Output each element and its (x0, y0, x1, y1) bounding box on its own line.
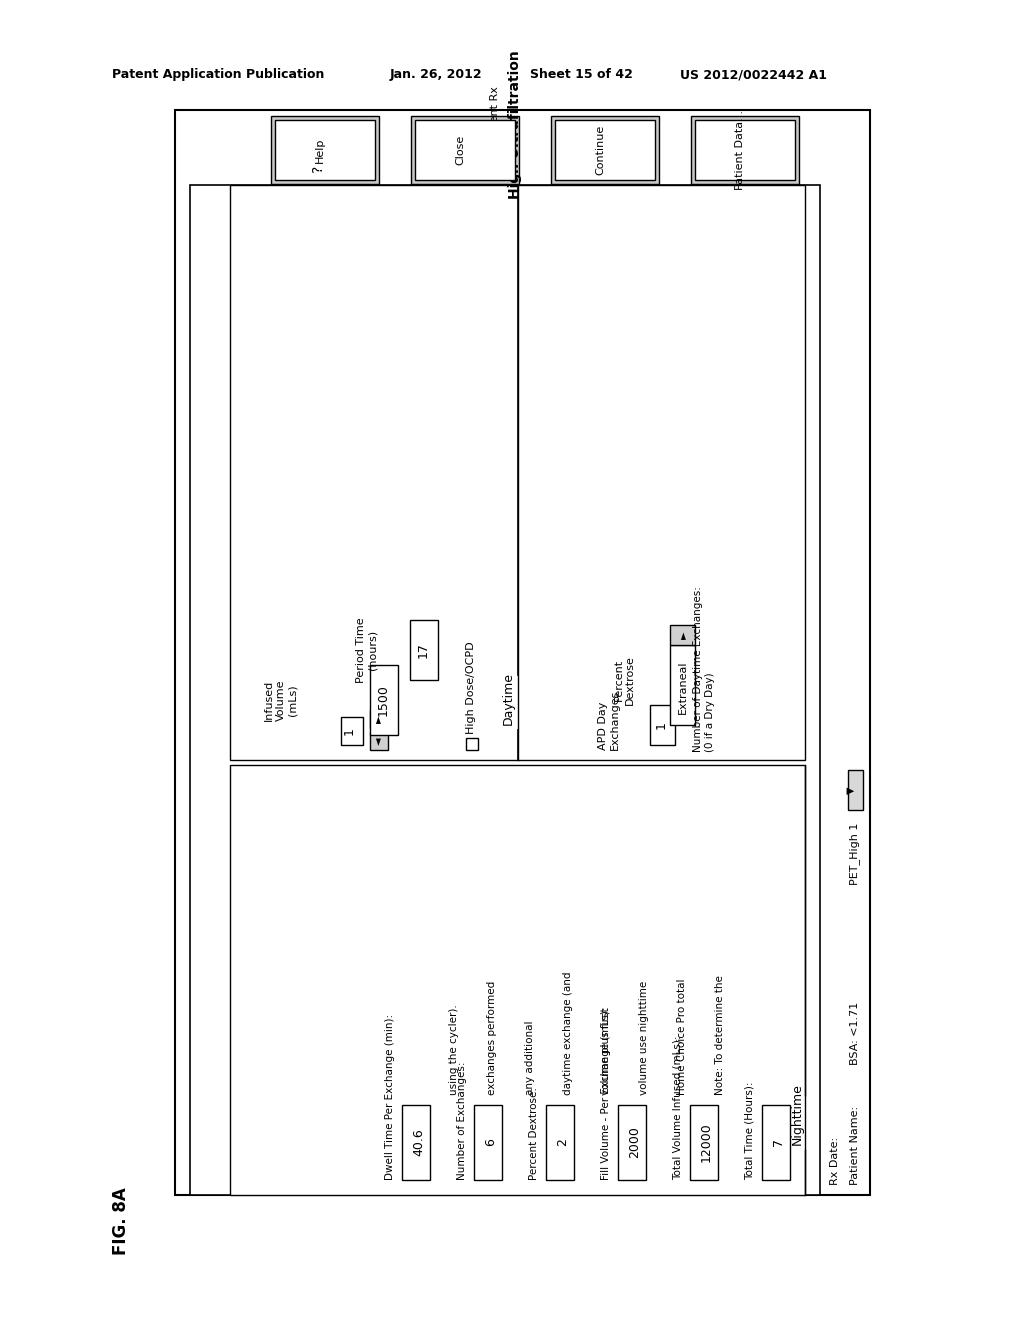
Text: 1500: 1500 (377, 684, 389, 715)
Text: Patient Name:: Patient Name: (850, 1106, 860, 1185)
Text: Number of Daytime Exchanges:
(0 if a Dry Day): Number of Daytime Exchanges: (0 if a Dry… (693, 586, 715, 752)
Polygon shape (341, 717, 362, 744)
Polygon shape (230, 766, 805, 1195)
Text: ►: ► (678, 631, 688, 639)
Text: daytime exchange (and: daytime exchange (and (563, 972, 573, 1096)
Polygon shape (474, 1105, 502, 1180)
Polygon shape (275, 120, 375, 180)
Text: 1: 1 (655, 721, 668, 729)
Text: Nighttime: Nighttime (791, 1084, 804, 1144)
Text: ?: ? (311, 165, 325, 172)
Text: volume plus first: volume plus first (601, 1007, 611, 1096)
Text: Continue: Continue (595, 125, 605, 176)
Polygon shape (190, 185, 820, 1195)
Polygon shape (546, 1105, 574, 1180)
Text: Current Rx: Current Rx (489, 86, 500, 147)
Text: Jan. 26, 2012: Jan. 26, 2012 (390, 69, 482, 81)
Text: Total Volume Infused (mLs):: Total Volume Infused (mLs): (673, 1035, 683, 1180)
Polygon shape (415, 120, 515, 180)
Text: Number of Exchanges:: Number of Exchanges: (457, 1061, 467, 1180)
Text: exchanges performed: exchanges performed (487, 981, 497, 1096)
Text: Percent
Dextrose: Percent Dextrose (613, 655, 635, 705)
Text: using the cycler).: using the cycler). (449, 1005, 459, 1096)
Text: Daytime: Daytime (502, 672, 514, 725)
Polygon shape (490, 150, 503, 162)
Polygon shape (402, 1105, 430, 1180)
Polygon shape (555, 120, 655, 180)
Text: 6: 6 (484, 1139, 497, 1147)
Text: volume use nighttime: volume use nighttime (639, 981, 649, 1096)
Text: Extraneal: Extraneal (678, 660, 688, 714)
Text: PET_High 1: PET_High 1 (849, 822, 860, 884)
Polygon shape (230, 185, 805, 760)
Text: Fill Volume - Per Exchange (mLs):: Fill Volume - Per Exchange (mLs): (601, 1006, 611, 1180)
Text: Close: Close (455, 135, 465, 165)
Text: 17: 17 (417, 642, 429, 657)
Polygon shape (370, 733, 387, 750)
Polygon shape (695, 120, 795, 180)
Polygon shape (466, 738, 477, 750)
Text: APD Day
Exchanges: APD Day Exchanges (598, 689, 620, 750)
Text: Percent Dextrose:: Percent Dextrose: (529, 1086, 539, 1180)
Text: 2000: 2000 (628, 1126, 641, 1159)
Text: High Ultrafiltration: High Ultrafiltration (509, 50, 522, 199)
Text: ◄: ◄ (374, 738, 384, 744)
Polygon shape (271, 116, 379, 183)
Polygon shape (690, 1105, 718, 1180)
Polygon shape (670, 624, 695, 645)
Text: BSA: <1.71: BSA: <1.71 (850, 1002, 860, 1065)
Text: 12000: 12000 (700, 1122, 713, 1163)
Text: Infused
Volume
(mLs): Infused Volume (mLs) (264, 680, 298, 721)
Polygon shape (848, 770, 863, 810)
Text: 40.6: 40.6 (412, 1129, 425, 1156)
Text: US 2012/0022442 A1: US 2012/0022442 A1 (680, 69, 827, 81)
Text: any additional: any additional (525, 1020, 535, 1096)
Polygon shape (691, 116, 799, 183)
Text: Total Time (Hours):: Total Time (Hours): (745, 1081, 755, 1180)
Text: 2: 2 (556, 1139, 569, 1147)
Polygon shape (650, 705, 675, 744)
Polygon shape (762, 1105, 790, 1180)
Text: Help: Help (315, 137, 325, 162)
Polygon shape (175, 110, 870, 1195)
Polygon shape (551, 116, 659, 183)
Text: Sheet 15 of 42: Sheet 15 of 42 (530, 69, 633, 81)
Text: ►: ► (374, 715, 384, 723)
Text: Rx Date:: Rx Date: (830, 1137, 840, 1185)
Polygon shape (410, 620, 437, 680)
Text: Patient Data...: Patient Data... (735, 110, 745, 190)
Text: Note: To determine the: Note: To determine the (715, 975, 725, 1096)
Polygon shape (411, 116, 519, 183)
Polygon shape (670, 645, 695, 725)
Text: Dwell Time Per Exchange (min):: Dwell Time Per Exchange (min): (385, 1014, 395, 1180)
Text: Period Time
(hours): Period Time (hours) (356, 618, 378, 682)
Polygon shape (618, 1105, 646, 1180)
Text: 1: 1 (342, 727, 355, 735)
Polygon shape (370, 665, 397, 735)
Text: ▼: ▼ (846, 787, 856, 793)
Text: 7: 7 (772, 1138, 785, 1147)
Text: FIG. 8A: FIG. 8A (112, 1187, 130, 1255)
Text: Home Choice Pro total: Home Choice Pro total (677, 978, 687, 1096)
Text: Patent Application Publication: Patent Application Publication (112, 69, 325, 81)
Text: High Dose/OCPD: High Dose/OCPD (466, 642, 475, 734)
Polygon shape (370, 710, 387, 729)
